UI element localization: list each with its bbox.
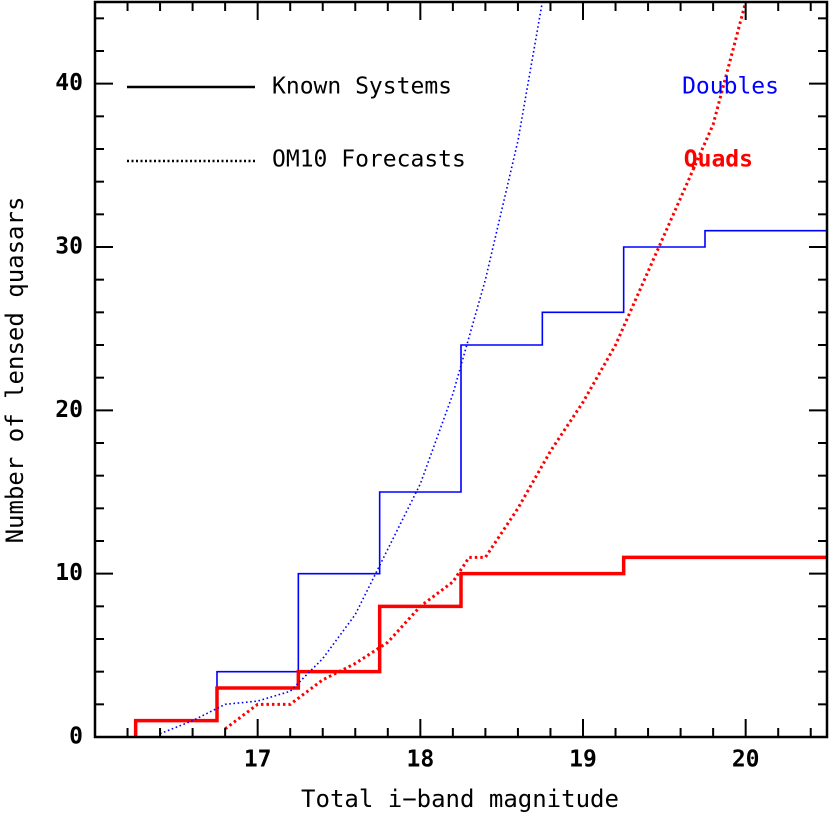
- y-tick-label: 20: [55, 397, 83, 423]
- y-tick-label: 10: [55, 560, 83, 586]
- y-tick-label: 0: [69, 724, 83, 750]
- legend: Known Systems OM10 Forecasts Doubles Qua…: [127, 74, 779, 173]
- x-tick-label: 19: [569, 747, 597, 773]
- ticks-layer: 17 18 19 20 0 10 20 30 40: [55, 2, 827, 773]
- x-tick-label: 18: [406, 747, 434, 773]
- plot-frame: [93, 0, 829, 739]
- legend-known-systems: Known Systems: [272, 74, 452, 100]
- x-axis-label: Total i−band magnitude: [301, 785, 619, 813]
- quads-known-systems-line: [133, 555, 827, 737]
- x-tick-label: 20: [732, 747, 760, 773]
- doubles-known-systems-line: [134, 229, 827, 737]
- y-axis-label: Number of lensed quasars: [1, 197, 29, 544]
- quads-om10-forecasts-line: [224, 2, 748, 731]
- legend-quads: Quads: [684, 147, 753, 173]
- legend-om10-forecasts: OM10 Forecasts: [272, 147, 466, 173]
- doubles-om10-forecasts-line: [159, 2, 544, 735]
- y-tick-label: 40: [55, 70, 83, 96]
- y-tick-label: 30: [55, 234, 83, 260]
- data-layer: [133, 2, 827, 737]
- x-tick-label: 17: [244, 747, 272, 773]
- legend-doubles: Doubles: [682, 74, 779, 100]
